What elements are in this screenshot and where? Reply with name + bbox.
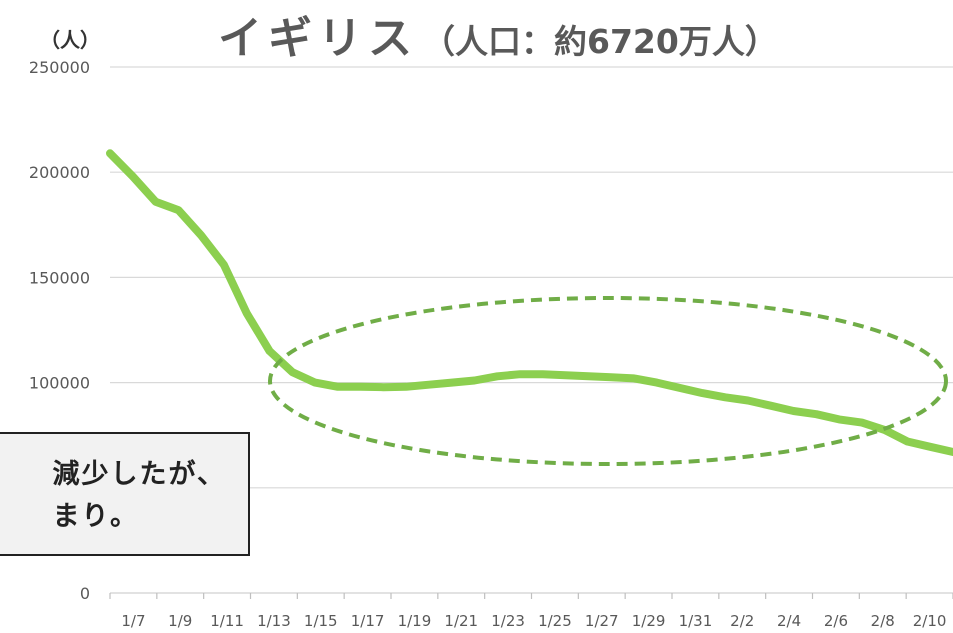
gridlines [110, 66, 953, 489]
x-tick-label: 1/15 [304, 612, 338, 630]
x-tick-label: 1/19 [398, 612, 432, 630]
x-tick-label: 2/10 [913, 612, 947, 630]
y-axis-unit-label: （人） [40, 28, 100, 52]
x-tick-label: 1/25 [538, 612, 572, 630]
x-tick-label: 2/4 [777, 612, 801, 630]
series-line [106, 149, 953, 456]
x-tick-label: 1/9 [168, 612, 192, 630]
x-tick-label: 1/31 [679, 612, 713, 630]
x-tick-label: 1/23 [491, 612, 525, 630]
chart-title-main: イギリス [218, 13, 418, 64]
chart-title-sub: （人口：約6720万人） [422, 22, 778, 61]
x-tick-label: 2/6 [824, 612, 848, 630]
y-tick-label: 0 [80, 584, 90, 603]
x-tick-label: 2/8 [871, 612, 895, 630]
x-axis-ticks: 1/7 1/9 1/11 1/13 1/15 1/17 1/19 1/21 1/23 1/25 1/… [109, 593, 953, 630]
x-tick-label: 1/21 [444, 612, 478, 630]
y-axis-ticks: 0 100000 150000 200000 250000 [29, 58, 90, 603]
callout-line-2: まり。 [52, 501, 139, 532]
callout-line-1: 減少したが、 [52, 459, 226, 490]
x-tick-label: 1/27 [585, 612, 619, 630]
callout-box: 減少したが、 まり。 [0, 432, 250, 556]
y-tick-label: 200000 [29, 163, 90, 182]
highlight-ellipse [268, 296, 948, 466]
x-tick-label: 2/2 [730, 612, 754, 630]
x-tick-label: 1/29 [632, 612, 666, 630]
x-tick-label: 1/17 [351, 612, 385, 630]
y-tick-label: 100000 [29, 374, 90, 393]
chart-title: イギリス （人口：約6720万人） [218, 2, 858, 72]
x-tick-label: 1/11 [210, 612, 244, 630]
x-tick-label: 1/7 [121, 612, 145, 630]
y-tick-label: 150000 [29, 268, 90, 287]
x-tick-label: 1/13 [257, 612, 291, 630]
y-tick-label: 250000 [29, 58, 90, 77]
